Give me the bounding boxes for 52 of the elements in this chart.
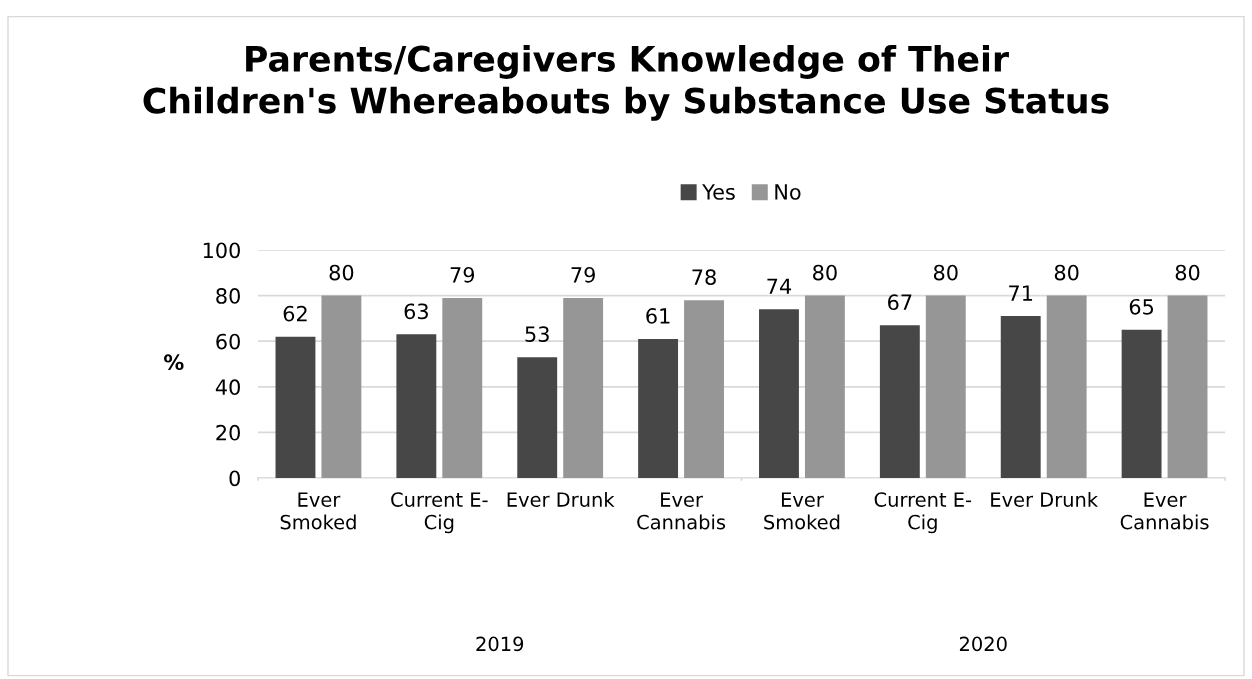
legend-label: Yes (702, 184, 735, 200)
x-tick-label: Ever Drunk (507, 491, 615, 507)
bar (1121, 329, 1162, 478)
data-label: 67 (888, 294, 912, 311)
data-label: 65 (1129, 298, 1154, 315)
bar (1046, 295, 1087, 478)
bar (1167, 295, 1208, 478)
bar (804, 295, 845, 478)
y-tick-label: 40 (215, 379, 240, 396)
y-axis-title: % (164, 354, 184, 371)
y-tick-label: 60 (216, 333, 240, 350)
y-tick-label: 0 (229, 470, 240, 487)
data-label: 79 (450, 266, 475, 283)
bar (638, 338, 679, 478)
data-label: 78 (692, 269, 716, 286)
bar (442, 297, 483, 478)
x-tick-label: Ever Smoked (764, 492, 840, 530)
bar (759, 309, 799, 478)
data-label: 63 (404, 303, 428, 320)
data-label: 61 (646, 308, 670, 324)
data-label: 53 (525, 326, 549, 343)
bar (396, 334, 437, 478)
y-tick-label: 80 (216, 288, 240, 304)
chart-title: Parents/Caregivers Knowledge of Their Children's Whereabouts by Substance Use Status (143, 45, 1109, 121)
bar (1000, 316, 1041, 478)
data-label: 80 (933, 264, 958, 281)
data-label: 80 (1054, 264, 1079, 281)
x-tick-label: Ever Cannabis (637, 492, 726, 530)
bar (925, 295, 966, 478)
bar (684, 300, 724, 478)
x-tick-label: Ever Cannabis (1120, 492, 1209, 530)
data-label: 80 (329, 264, 354, 281)
data-label: 62 (283, 305, 307, 322)
data-label: 79 (571, 266, 595, 283)
data-label: 80 (813, 264, 837, 281)
data-label: 80 (1175, 264, 1200, 281)
data-label: 71 (1009, 285, 1033, 301)
x-tick-label: Ever Smoked (280, 492, 356, 530)
bar (563, 297, 604, 478)
x-tick-label: Ever Drunk (991, 491, 1099, 507)
y-tick-label: 20 (216, 424, 240, 441)
text: 2020 (959, 636, 1007, 652)
x-tick-label: Current E- Cig (391, 492, 488, 534)
bar (517, 357, 558, 478)
legend-label: No (775, 184, 801, 200)
y-tick-label: 100 (203, 242, 240, 259)
x-tick-label: Current E- Cig (874, 492, 972, 534)
bar (275, 336, 316, 478)
bar (321, 295, 362, 478)
data-label: 74 (767, 278, 792, 294)
bar (879, 325, 920, 478)
text: 2019 (476, 636, 524, 652)
